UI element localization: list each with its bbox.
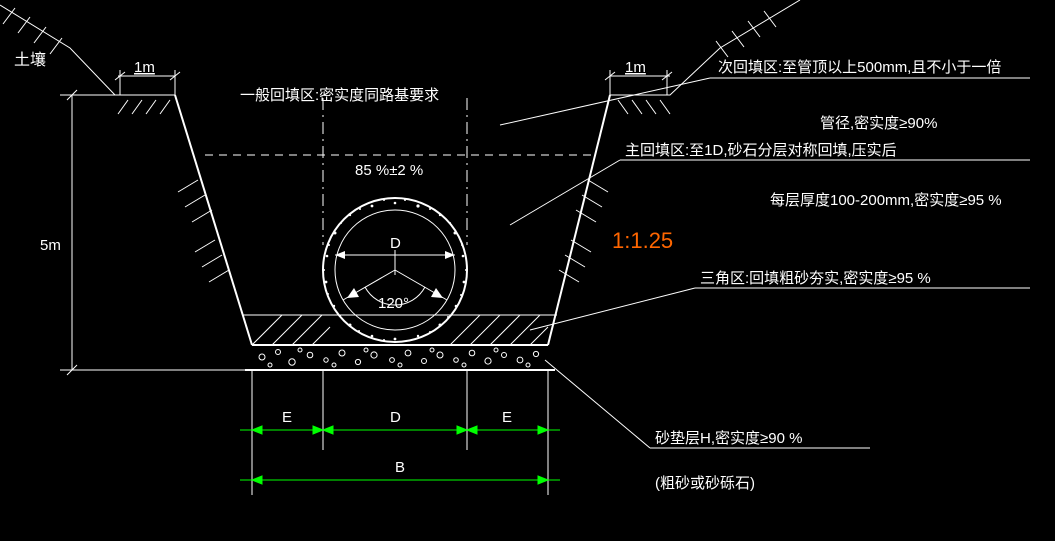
annotation-secondary-fill: 次回填区:至管顶以上500mm,且不小于一倍 管径,密实度≥90%	[500, 59, 1030, 132]
soil-label: 土壤	[14, 50, 46, 69]
pipe: D 120°	[323, 198, 467, 342]
bottom-dimensions: E D E B	[240, 370, 560, 495]
slope-ratio-label: 1:1.25	[612, 228, 673, 253]
secondary-fill-label-2: 管径,密实度≥90%	[820, 115, 937, 132]
dim-b-label: B	[395, 459, 405, 476]
dim-e2-label: E	[502, 409, 512, 426]
bedding-label-2: (粗砂或砂砾石)	[655, 475, 755, 492]
bedding-label: 砂垫层H,密实度≥90 %	[655, 430, 802, 447]
general-fill-label: 一般回填区:密实度同路基要求	[240, 87, 439, 104]
diameter-letter: D	[390, 235, 401, 252]
shoulder-1m-right-label: 1m	[625, 59, 646, 76]
shoulder-dim-right: 1m	[605, 59, 672, 95]
dim-d-label: D	[390, 409, 401, 426]
depth-5m-label: 5m	[40, 237, 61, 254]
bedding-angle-label: 120°	[378, 295, 409, 312]
dim-e1-label: E	[282, 409, 292, 426]
percent-zone-label: 85 %±2 %	[355, 162, 423, 179]
shoulder-1m-left-label: 1m	[134, 59, 155, 76]
drawing-canvas: 土壤 1m 1m 一般回填区:密实度同路基要求	[0, 0, 1055, 541]
main-fill-label-2: 每层厚度100-200mm,密实度≥95 %	[770, 192, 1002, 209]
ground-surface-right	[610, 0, 800, 114]
annotation-bedding: 砂垫层H,密实度≥90 % (粗砂或砂砾石)	[545, 360, 870, 492]
main-fill-label: 主回填区:至1D,砂石分层对称回填,压实后	[625, 142, 897, 159]
shoulder-dim-left: 1m	[115, 59, 180, 95]
triangle-zone-label: 三角区:回填粗砂夯实,密实度≥95 %	[700, 270, 931, 287]
annotation-triangle-zone: 三角区:回填粗砂夯实,密实度≥95 %	[530, 270, 1030, 330]
secondary-fill-label: 次回填区:至管顶以上500mm,且不小于一倍	[718, 59, 1001, 76]
depth-dim-5m: 5m	[40, 90, 245, 375]
